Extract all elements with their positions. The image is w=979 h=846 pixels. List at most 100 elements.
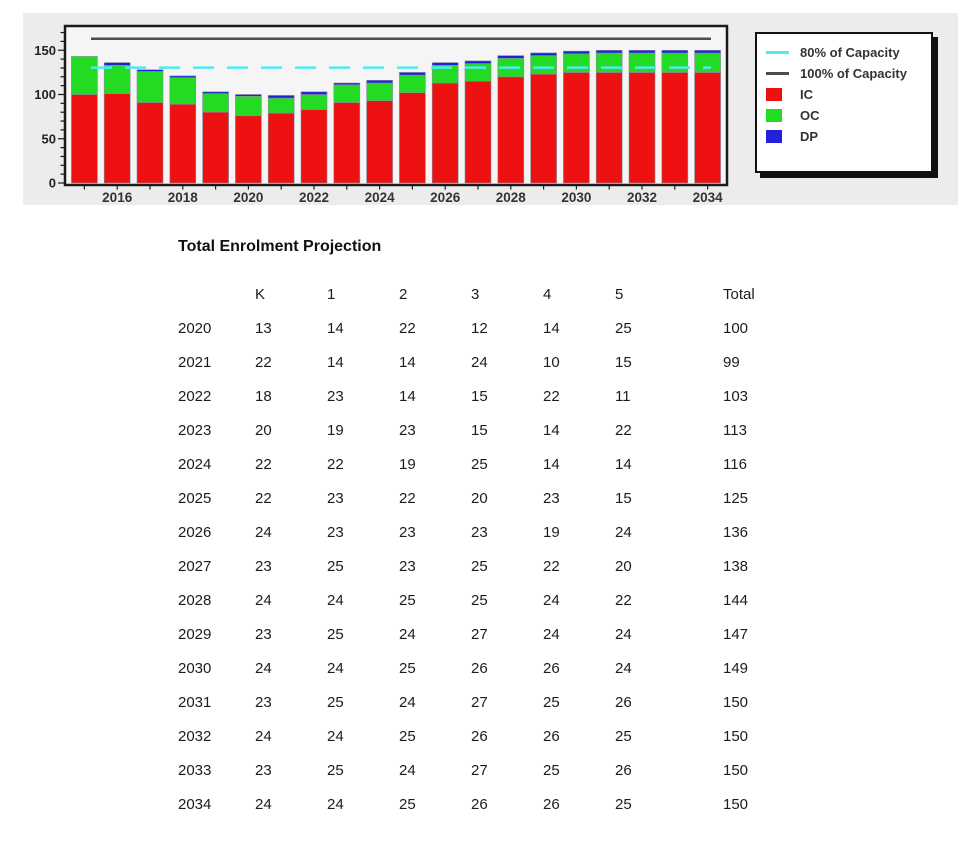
bar-segment-ic-2017 (136, 102, 164, 184)
value-cell: 14 (327, 354, 344, 371)
value-cell: 24 (327, 796, 344, 813)
value-cell: 25 (543, 694, 560, 711)
value-cell: 24 (399, 762, 416, 779)
table-title: Total Enrolment Projection (178, 238, 382, 255)
value-cell: 150 (723, 762, 749, 779)
bar-segment-dp-2030 (563, 50, 590, 55)
value-cell: 23 (399, 422, 416, 439)
column-header-2: 2 (399, 286, 408, 303)
value-cell: 24 (255, 660, 272, 677)
bar-segment-oc-2016 (103, 64, 131, 94)
bar-segment-dp-2020 (235, 94, 262, 97)
bar-segment-ic-2028 (497, 76, 525, 184)
bar-segment-dp-2025 (399, 72, 426, 76)
legend-label: IC (800, 87, 813, 102)
legend-item-80-of-capacity: 80% of Capacity (757, 42, 931, 63)
bar-segment-ic-2016 (103, 93, 131, 184)
bar-segment-oc-2030 (563, 53, 590, 73)
table-row-2027: 2027 23 25 23 25 22 20 138 (178, 550, 793, 584)
table-row-2032: 2032 24 24 25 26 26 25 150 (178, 720, 793, 754)
bar-segment-dp-2019 (202, 91, 229, 94)
value-cell: 24 (615, 626, 632, 643)
bar-segment-dp-2016 (103, 62, 131, 66)
table-row-2033: 2033 23 25 24 27 25 26 150 (178, 754, 793, 788)
column-header-k: K (255, 286, 266, 303)
value-cell: 22 (543, 558, 560, 575)
table-row-2021: 2021 22 14 14 24 10 15 99 (178, 346, 793, 380)
legend-color-swatch (766, 88, 793, 101)
value-cell: 116 (723, 456, 747, 473)
value-cell: 20 (615, 558, 632, 575)
value-cell: 15 (471, 388, 488, 405)
y-axis-tick-label: 100 (34, 87, 56, 102)
value-cell: 25 (615, 728, 632, 745)
column-header-1: 1 (327, 286, 336, 303)
bar-segment-oc-2021 (267, 97, 295, 114)
legend-item-dp: DP (757, 126, 931, 147)
value-cell: 27 (471, 762, 488, 779)
year-cell: 2034 (178, 796, 212, 813)
value-cell: 20 (471, 490, 488, 507)
enrolment-projection-table: K 1 2 3 4 5 Total 2020 13 14 22 12 14 25 100 2021 22 14 1… (178, 278, 793, 822)
value-cell: 22 (327, 456, 344, 473)
value-cell: 100 (723, 320, 749, 337)
bar-segment-oc-2033 (661, 52, 689, 73)
year-cell: 2029 (178, 626, 212, 643)
bar-segment-ic-2015 (71, 94, 98, 184)
value-cell: 24 (399, 626, 416, 643)
chart-legend: 80% of Capacity 100% of Capacity IC OC DP (755, 32, 933, 173)
legend-label: DP (800, 129, 819, 144)
value-cell: 24 (327, 592, 344, 609)
value-cell: 25 (543, 762, 560, 779)
value-cell: 14 (543, 422, 560, 439)
value-cell: 25 (327, 762, 344, 779)
table-row-2034: 2034 24 24 25 26 26 25 150 (178, 788, 793, 822)
value-cell: 14 (543, 456, 560, 473)
legend-item-ic: IC (757, 84, 931, 105)
value-cell: 20 (255, 422, 272, 439)
bar-segment-dp-2028 (497, 55, 525, 59)
legend-line-swatch (766, 72, 793, 75)
bar-segment-ic-2021 (267, 112, 295, 184)
value-cell: 138 (723, 558, 749, 575)
table-row-2025: 2025 22 23 22 20 23 15 125 (178, 482, 793, 516)
value-cell: 22 (399, 490, 416, 507)
value-cell: 14 (543, 320, 560, 337)
year-cell: 2021 (178, 354, 212, 371)
value-cell: 24 (543, 626, 560, 643)
swatch-ic (766, 88, 782, 101)
bar-segment-ic-2024 (366, 100, 393, 184)
value-cell: 22 (615, 422, 632, 439)
table-row-2030: 2030 24 24 25 26 26 24 149 (178, 652, 793, 686)
bar-segment-dp-2027 (464, 60, 492, 64)
column-header-3: 3 (471, 286, 480, 303)
x-axis-tick-label: 2030 (561, 190, 591, 205)
year-cell: 2028 (178, 592, 212, 609)
legend-item-oc: OC (757, 105, 931, 126)
x-axis-tick-label: 2032 (627, 190, 657, 205)
value-cell: 24 (615, 524, 632, 541)
bar-segment-oc-2024 (366, 82, 393, 102)
value-cell: 23 (399, 558, 416, 575)
bar-segment-dp-2024 (366, 80, 393, 84)
legend-label: 80% of Capacity (800, 45, 900, 60)
value-cell: 22 (255, 490, 272, 507)
value-cell: 26 (543, 728, 560, 745)
bar-segment-ic-2026 (431, 82, 459, 184)
x-axis-tick-label: 2018 (168, 190, 199, 205)
year-cell: 2025 (178, 490, 212, 507)
value-cell: 25 (327, 626, 344, 643)
value-cell: 24 (471, 354, 488, 371)
bar-segment-oc-2022 (300, 94, 328, 110)
value-cell: 27 (471, 626, 488, 643)
bar-segment-dp-2022 (300, 91, 328, 95)
value-cell: 13 (255, 320, 272, 337)
legend-color-swatch (766, 130, 793, 143)
swatch-80-of-capacity (766, 51, 789, 54)
value-cell: 25 (615, 796, 632, 813)
column-header-5: 5 (615, 286, 624, 303)
value-cell: 15 (615, 490, 632, 507)
bar-segment-dp-2032 (628, 49, 656, 54)
table-row-2020: 2020 13 14 22 12 14 25 100 (178, 312, 793, 346)
value-cell: 14 (399, 354, 416, 371)
